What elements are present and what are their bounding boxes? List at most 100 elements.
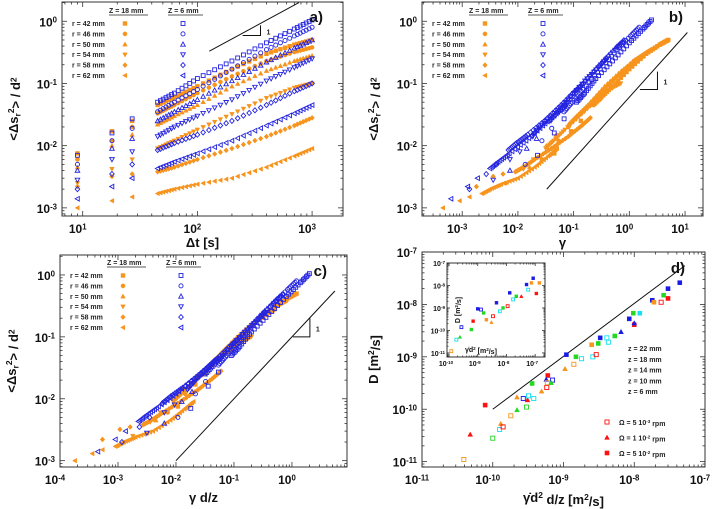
legend-header-z18: Z = 18 mm [469,8,503,15]
data-point-interp [577,82,584,90]
data-point [595,341,601,346]
data-point-interp [240,78,247,84]
data-point-interp [282,126,288,133]
data-point [490,435,496,441]
data-point [665,286,671,291]
data-point-interp [282,92,288,100]
data-point-interp [621,46,627,52]
data-point-interp [211,92,218,98]
data-point-interp [218,64,223,70]
data-point [665,296,671,301]
series-z18-62 [74,145,315,211]
data-point-interp [179,95,185,101]
legend-omega-marker [604,419,610,425]
data-point [631,320,638,326]
data-point-interp [163,143,169,150]
data-point-interp [567,122,574,128]
data-point [263,101,270,109]
data-point-interp [246,109,253,117]
data-point [285,287,291,293]
y-tick-label: 10-3 [397,202,418,216]
data-point [490,177,497,184]
data-point-interp [526,168,532,174]
data-point [523,145,530,151]
data-point [264,40,269,46]
data-point-interp [268,38,274,43]
data-point-interp [550,112,557,119]
data-point-interp [166,395,173,402]
data-point [595,96,602,101]
legend-row-label: r = 54 mm [432,52,465,59]
legend-z-label: z = 10 mm [628,378,662,385]
legend-marker-z18 [482,52,488,58]
y-tick-label: 10-10 [392,403,417,417]
data-point-interp [533,127,540,134]
data-point-interp [175,88,181,94]
data-point [74,185,81,193]
data-point-interp [615,42,622,48]
data-point [524,404,529,410]
data-point-interp [200,99,206,105]
data-point-interp [573,86,580,94]
data-point [262,309,269,316]
data-point [263,78,270,85]
data-point-interp [548,114,555,121]
series-z6-58 [74,80,315,193]
y-tick-label: 10-1 [397,77,418,91]
data-point-interp [574,85,581,92]
data-point [171,402,178,408]
data-point [122,428,128,435]
data-point-interp [604,80,611,86]
data-point-interp [576,114,582,120]
data-point-interp [173,388,180,396]
data-point [229,58,235,64]
legend-marker-z18 [120,314,126,321]
data-point-interp [245,130,252,137]
data-point [490,173,496,180]
data-point-interp [599,86,605,92]
data-point-interp [205,90,212,96]
data-point-interp [178,155,185,163]
legend-marker-z18 [120,304,126,310]
data-point [229,66,235,72]
data-point [544,380,550,386]
legend-row-label: r = 46 mm [70,283,103,290]
data-point-interp [581,109,588,115]
legend-omega-label: Ω = 1 10-2 rpm [619,434,665,443]
data-point-interp [223,80,230,87]
data-point [128,175,135,182]
data-point-interp [197,369,203,376]
legend-row-label: r = 50 mm [70,294,103,301]
x-tick-label: 10-3 [103,473,124,487]
data-point [108,157,116,163]
data-point-interp [161,399,167,406]
data-point [548,379,555,385]
legend-row-label: r = 58 mm [432,63,465,70]
data-point-interp [267,120,274,127]
legend-marker-z18 [120,293,126,299]
legend-header-z18: Z = 18 mm [109,8,143,15]
data-point [263,133,270,140]
data-point-interp [244,327,251,334]
data-point [74,164,81,170]
data-point-interp [286,112,292,119]
data-point-interp [241,329,248,336]
data-point-interp [168,126,175,132]
legend-marker-z6 [180,21,186,26]
data-point-interp [277,94,284,102]
data-point [195,84,200,89]
legend-row-label: r = 54 mm [70,304,103,311]
data-point-interp [252,73,258,79]
data-point-interp [164,397,170,404]
series-z18-58 [99,368,224,443]
x-tick-label: 101 [671,222,689,236]
data-point-interp [624,43,629,49]
legend-marker-z18 [120,324,126,331]
data-point-interp [217,83,224,90]
data-point-interp [190,182,196,188]
data-point [653,45,659,50]
data-point [190,375,196,382]
data-point-interp [258,135,264,142]
data-point-interp [191,78,196,84]
panel-b [421,1,704,217]
